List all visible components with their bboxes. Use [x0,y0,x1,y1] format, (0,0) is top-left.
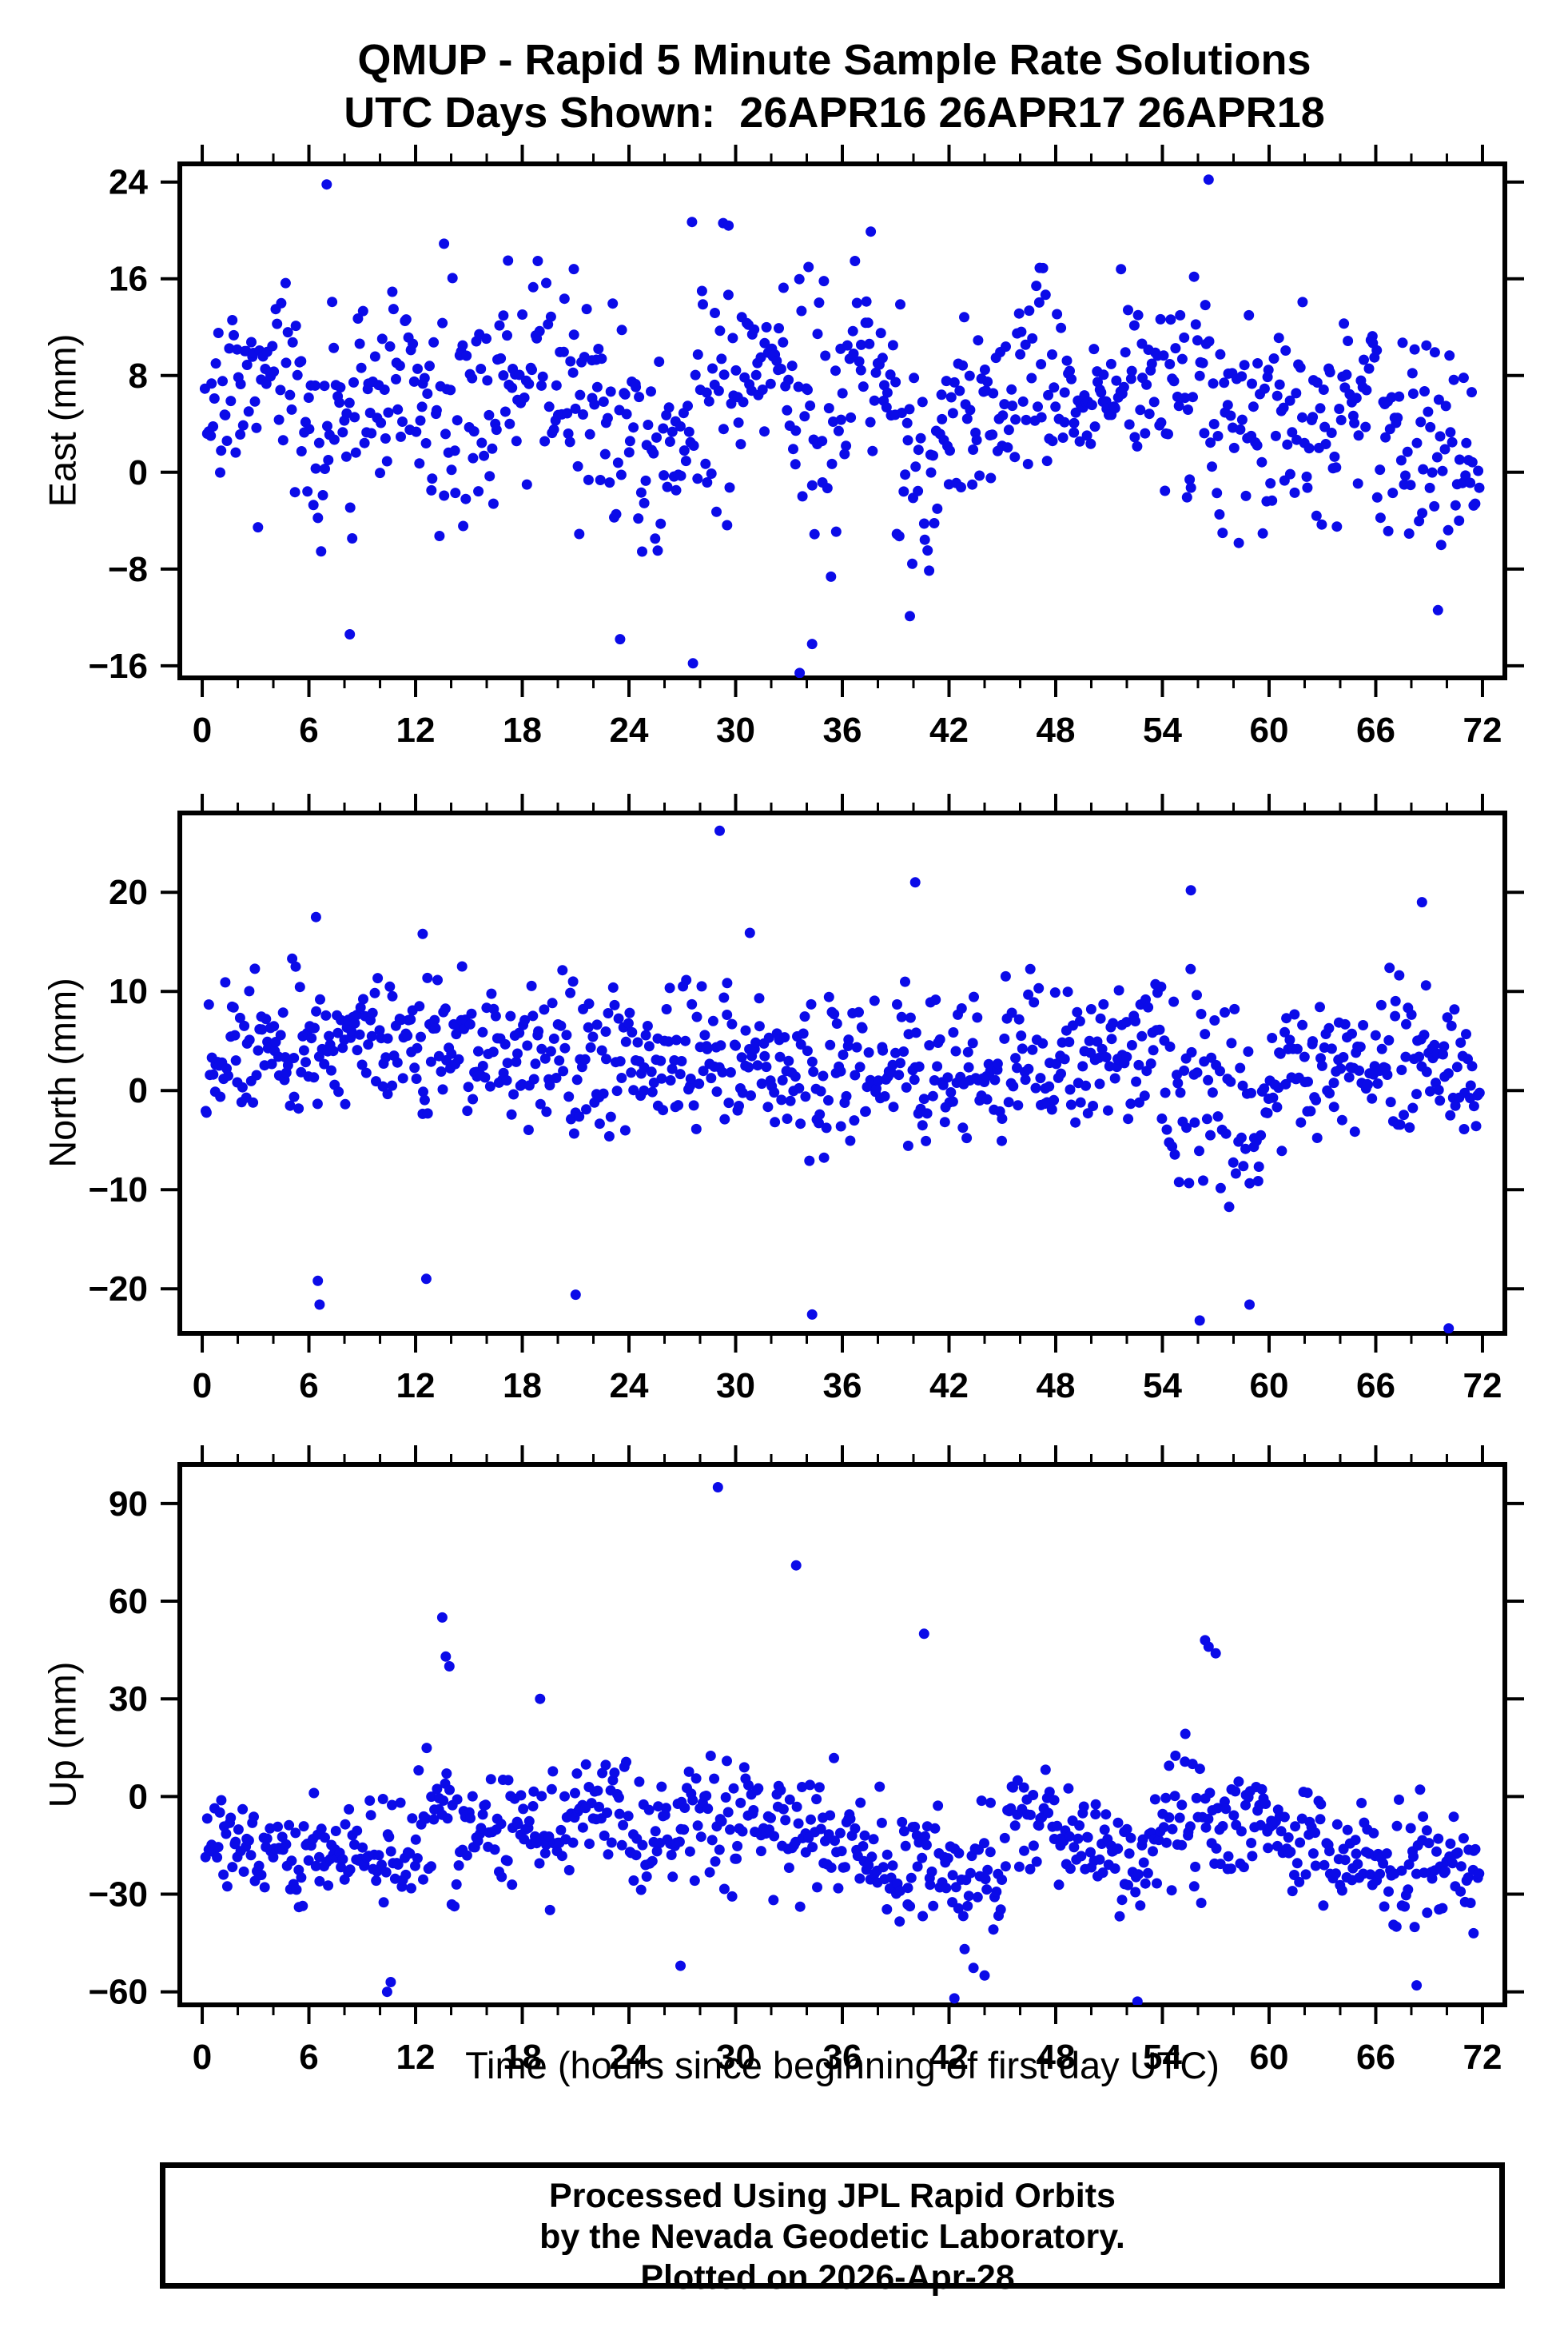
svg-text:42: 42 [929,711,969,750]
footer-line-1: Processed Using JPL Rapid Orbits [549,2177,1116,2215]
footer-line-2: by the Nevada Geodetic Laboratory. [539,2217,1125,2256]
svg-text:16: 16 [109,260,148,299]
svg-text:72: 72 [1463,2038,1502,2077]
east-scatter-plot: −16 −8 0 8 16 24 0 6 12 18 24 30 36 42 48 54 60 66 72 [88,145,1524,750]
svg-text:66: 66 [1356,2038,1395,2077]
svg-text:18: 18 [503,711,542,750]
svg-text:90: 90 [109,1484,148,1524]
svg-text:18: 18 [503,1366,542,1405]
svg-text:36: 36 [823,2038,862,2077]
footer-line-3: Plotted on 2026-Apr-28. [640,2258,1025,2297]
svg-text:6: 6 [299,2038,318,2077]
svg-text:36: 36 [823,711,862,750]
svg-text:10: 10 [109,972,148,1011]
svg-text:24: 24 [610,1366,649,1405]
footer-box: Processed Using JPL Rapid Orbits by the … [160,2162,1505,2297]
svg-text:6: 6 [299,711,318,750]
svg-text:0: 0 [129,1777,148,1816]
svg-text:18: 18 [503,2038,542,2077]
svg-text:0: 0 [129,453,148,492]
svg-text:60: 60 [1250,711,1289,750]
svg-text:42: 42 [929,1366,969,1405]
svg-text:24: 24 [109,163,148,202]
svg-text:−10: −10 [88,1170,148,1209]
svg-text:−16: −16 [88,647,148,686]
svg-text:0: 0 [193,2038,212,2077]
svg-text:36: 36 [823,1366,862,1405]
svg-text:8: 8 [129,357,148,396]
svg-text:30: 30 [716,2038,755,2077]
svg-text:66: 66 [1356,1366,1395,1405]
svg-text:60: 60 [1250,1366,1289,1405]
svg-text:−20: −20 [88,1269,148,1309]
svg-text:24: 24 [610,2038,649,2077]
svg-text:30: 30 [716,1366,755,1405]
chart-subtitle: UTC Days Shown: 26APR16 26APR17 26APR18 [344,89,1325,137]
svg-text:12: 12 [396,1366,436,1405]
svg-text:−8: −8 [108,550,148,589]
svg-text:66: 66 [1356,711,1395,750]
svg-text:0: 0 [129,1071,148,1110]
svg-text:30: 30 [109,1680,148,1719]
svg-text:42: 42 [929,2038,969,2077]
svg-text:0: 0 [193,711,212,750]
svg-text:60: 60 [1250,2038,1289,2077]
svg-text:0: 0 [193,1366,212,1405]
svg-text:54: 54 [1143,2038,1182,2077]
svg-text:48: 48 [1037,711,1076,750]
svg-text:48: 48 [1037,1366,1076,1405]
svg-text:48: 48 [1037,2038,1076,2077]
x-axis-label: Time (hours since beginning of first day… [465,2044,1220,2086]
svg-text:12: 12 [396,711,436,750]
svg-text:60: 60 [109,1582,148,1621]
up-scatter-plot: −60 −30 0 30 60 90 0 6 12 18 24 30 36 42 48 54 60 66 72 [88,1445,1524,2077]
svg-text:72: 72 [1463,711,1502,750]
svg-text:12: 12 [396,2038,436,2077]
svg-text:24: 24 [610,711,649,750]
svg-text:6: 6 [299,1366,318,1405]
chart-title: QMUP - Rapid 5 Minute Sample Rate Soluti… [357,36,1311,84]
svg-text:54: 54 [1143,1366,1182,1405]
svg-text:72: 72 [1463,1366,1502,1405]
svg-text:30: 30 [716,711,755,750]
svg-text:54: 54 [1143,711,1182,750]
svg-text:−30: −30 [88,1875,148,1915]
svg-text:20: 20 [109,873,148,912]
svg-text:−60: −60 [88,1973,148,2012]
north-scatter-plot: −20 −10 0 10 20 0 6 12 18 24 30 36 42 48 54 60 66 72 [88,794,1524,1405]
